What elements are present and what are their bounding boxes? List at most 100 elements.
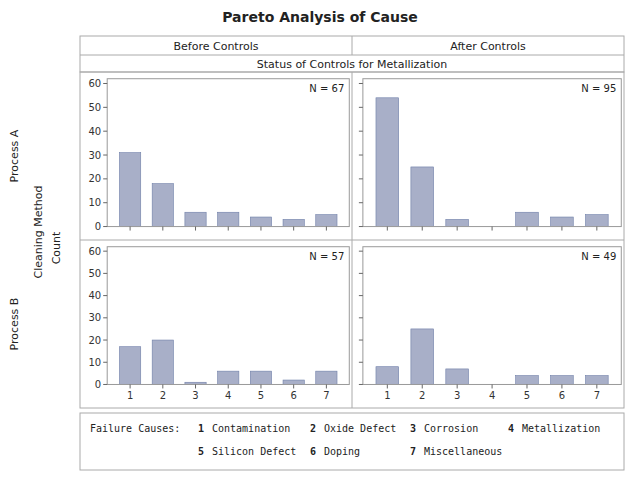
y-tick-label: 10: [88, 197, 101, 208]
legend-text: Doping: [324, 446, 360, 457]
legend-number: 7: [410, 446, 416, 457]
title: Pareto Analysis of Cause: [222, 9, 418, 25]
y-tick: [359, 295, 363, 296]
plot-background: [363, 79, 621, 227]
bar: [119, 153, 140, 227]
plot-background: [363, 247, 621, 385]
x-tick-label: 2: [419, 390, 425, 401]
bar: [376, 98, 399, 227]
legend-number: 1: [198, 423, 204, 434]
x-tick-label: 4: [225, 390, 231, 401]
x-tick: [457, 227, 458, 231]
x-tick-label: 7: [323, 390, 329, 401]
bar: [218, 212, 239, 226]
x-tick: [162, 227, 163, 231]
bars: [119, 340, 337, 384]
x-tick: [326, 227, 327, 231]
y-tick: [103, 362, 107, 363]
bar: [516, 212, 539, 226]
y-tick-label: 60: [88, 246, 101, 257]
x-tick-label: 4: [489, 390, 495, 401]
header-divider: [352, 36, 353, 55]
x-tick: [492, 384, 493, 388]
x-tick: [387, 227, 388, 231]
x-tick: [228, 384, 229, 388]
y-tick: [103, 83, 107, 84]
axis-frame: [363, 247, 621, 385]
bar: [316, 371, 337, 384]
y-tick-label: 60: [88, 78, 101, 89]
legend-number: 6: [310, 446, 316, 457]
x-tick: [422, 227, 423, 231]
y-tick: [103, 131, 107, 132]
y-label-outer: Cleaning Method: [32, 186, 45, 279]
y-tick-label: 50: [88, 268, 101, 279]
x-tick-label: 7: [594, 390, 600, 401]
bars: [376, 329, 608, 385]
x-tick: [260, 227, 261, 231]
panel: 1234567N = 49: [359, 247, 621, 402]
x-tick: [457, 384, 458, 388]
plot-background: [107, 79, 349, 227]
y-tick-label: 40: [88, 290, 101, 301]
y-tick: [359, 273, 363, 274]
bar: [446, 219, 469, 226]
y-tick-label: 40: [88, 126, 101, 137]
x-tick: [526, 384, 527, 388]
x-tick-label: 6: [559, 390, 565, 401]
x-tick-label: 5: [258, 390, 264, 401]
legend-text: Contamination: [212, 423, 290, 434]
subtitle: Status of Controls for Metallization: [257, 58, 447, 71]
x-tick-label: 1: [384, 390, 390, 401]
bars: [376, 98, 608, 227]
bar: [250, 217, 271, 227]
x-tick-label: 3: [454, 390, 460, 401]
n-label: N = 57: [309, 251, 344, 262]
x-tick: [130, 384, 131, 388]
x-tick-label: 5: [524, 390, 530, 401]
x-tick: [526, 227, 527, 231]
y-tick-label: 50: [88, 102, 101, 113]
bar: [185, 212, 206, 226]
y-tick: [359, 384, 363, 385]
x-tick: [293, 227, 294, 231]
y-label: Count: [50, 231, 63, 264]
bar: [250, 371, 271, 384]
y-tick: [103, 155, 107, 156]
n-label: N = 67: [309, 83, 344, 94]
y-tick: [103, 273, 107, 274]
panel: N = 95: [359, 79, 621, 231]
x-tick: [561, 384, 562, 388]
y-tick-label: 30: [88, 312, 101, 323]
y-tick: [103, 226, 107, 227]
legend-number: 4: [508, 423, 514, 434]
x-tick: [293, 384, 294, 388]
y-tick: [359, 362, 363, 363]
bar: [551, 217, 574, 227]
bar: [411, 167, 434, 227]
x-tick: [596, 227, 597, 231]
x-tick-label: 3: [192, 390, 198, 401]
legend-text: Corrosion: [424, 423, 478, 434]
bar: [152, 340, 173, 384]
y-tick: [359, 340, 363, 341]
bar: [585, 376, 608, 385]
y-tick-label: 0: [95, 221, 101, 232]
bar: [446, 369, 469, 385]
axis-frame: [107, 247, 349, 385]
legend-text: Oxide Defect: [324, 423, 396, 434]
y-tick: [359, 251, 363, 252]
y-tick: [359, 131, 363, 132]
bar: [411, 329, 434, 385]
bar: [152, 184, 173, 227]
y-tick: [359, 83, 363, 84]
legend-heading: Failure Causes:: [90, 423, 180, 434]
bar: [376, 367, 399, 385]
y-tick-label: 30: [88, 150, 101, 161]
bar: [551, 376, 574, 385]
panel: 0102030405060N = 67: [88, 78, 349, 232]
y-tick: [103, 295, 107, 296]
bar: [585, 215, 608, 227]
x-tick-label: 6: [290, 390, 296, 401]
x-tick-label: 1: [127, 390, 133, 401]
